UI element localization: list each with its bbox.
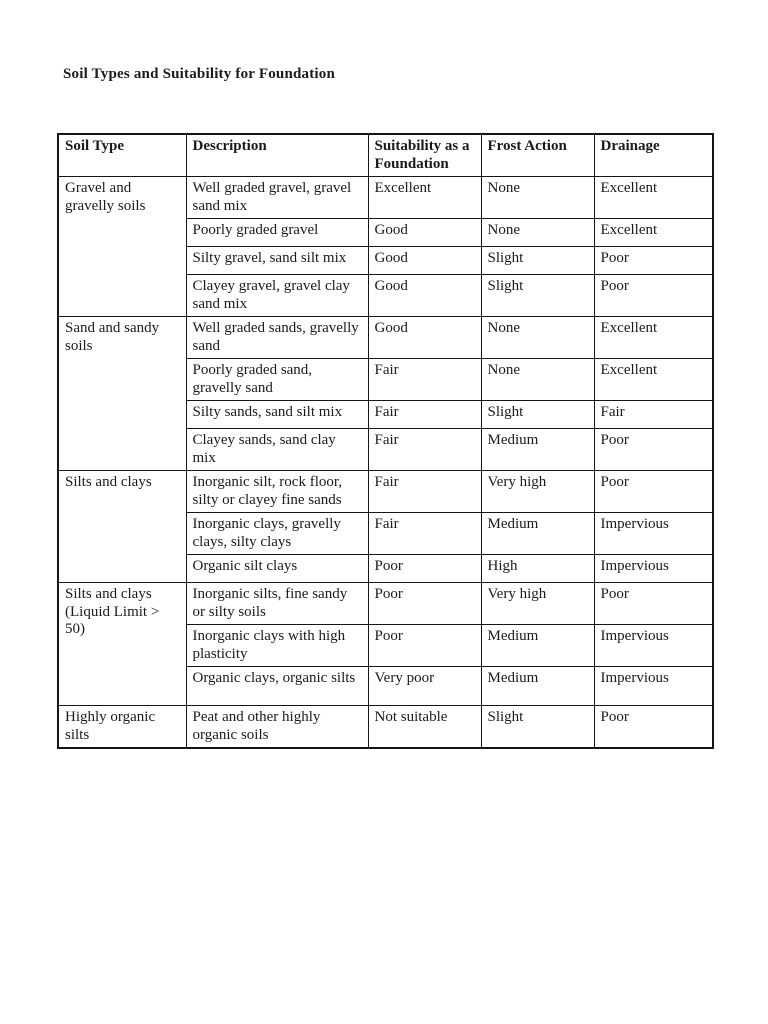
- suitability-cell: Good: [367, 218, 482, 247]
- table-row: Clayey gravel, gravel clay sand mix Good…: [58, 274, 714, 317]
- description-cell: Inorganic silts, fine sandy or silty soi…: [185, 582, 369, 625]
- suitability-cell: Good: [367, 246, 482, 275]
- frost-action-cell: Very high: [480, 582, 595, 625]
- description-cell: Well graded gravel, gravel sand mix: [185, 176, 369, 219]
- soil-type-cell: Silts and clays (Liquid Limit > 50): [57, 582, 187, 706]
- suitability-cell: Good: [367, 316, 482, 359]
- description-cell: Inorganic clays, gravelly clays, silty c…: [185, 512, 369, 555]
- header-description: Description: [185, 133, 369, 177]
- drainage-cell: Excellent: [593, 218, 714, 247]
- description-cell: Silty gravel, sand silt mix: [185, 246, 369, 275]
- suitability-cell: Very poor: [367, 666, 482, 706]
- drainage-cell: Poor: [593, 705, 714, 749]
- table-row: Silts and clays (Liquid Limit > 50) Inor…: [57, 582, 714, 706]
- header-drainage: Drainage: [593, 133, 714, 177]
- description-cell: Inorganic silt, rock floor, silty or cla…: [185, 470, 369, 513]
- frost-action-cell: Medium: [480, 428, 595, 471]
- table-row: Poorly graded gravel Good None Excellent: [58, 218, 714, 247]
- description-cell: Peat and other highly organic soils: [185, 705, 369, 749]
- drainage-cell: Excellent: [593, 316, 714, 359]
- drainage-cell: Excellent: [593, 358, 714, 401]
- frost-action-cell: None: [480, 218, 595, 247]
- frost-action-cell: Medium: [480, 624, 595, 667]
- soil-type-cell: Sand and sandy soils: [57, 316, 187, 471]
- suitability-cell: Fair: [367, 358, 482, 401]
- frost-action-cell: Slight: [480, 246, 595, 275]
- description-cell: Poorly graded sand, gravelly sand: [185, 358, 369, 401]
- soil-suitability-table: Soil Type Description Suitability as a F…: [57, 133, 714, 749]
- suitability-cell: Fair: [367, 512, 482, 555]
- suitability-cell: Fair: [367, 400, 482, 429]
- description-cell: Poorly graded gravel: [185, 218, 369, 247]
- suitability-cell: Fair: [367, 428, 482, 471]
- drainage-cell: Impervious: [593, 554, 714, 583]
- table-header-row: Soil Type Description Suitability as a F…: [57, 133, 714, 177]
- soil-type-cell: Highly organic silts: [57, 705, 187, 749]
- table-row: Gravel and gravelly soils Well graded gr…: [57, 176, 714, 317]
- document-title: Soil Types and Suitability for Foundatio…: [63, 66, 336, 82]
- table-row: Organic clays, organic silts Very poor M…: [58, 666, 714, 706]
- frost-action-cell: None: [480, 358, 595, 401]
- table-row: Silty gravel, sand silt mix Good Slight …: [58, 246, 714, 275]
- drainage-cell: Poor: [593, 428, 714, 471]
- drainage-cell: Impervious: [593, 666, 714, 706]
- drainage-cell: Poor: [593, 582, 714, 625]
- frost-action-cell: Slight: [480, 400, 595, 429]
- frost-action-cell: None: [480, 316, 595, 359]
- frost-action-cell: Very high: [480, 470, 595, 513]
- drainage-cell: Fair: [593, 400, 714, 429]
- table-row: Sand and sandy soils Well graded sands, …: [57, 316, 714, 471]
- soil-type-cell: Silts and clays: [57, 470, 187, 583]
- header-soil-type: Soil Type: [57, 133, 187, 177]
- suitability-cell: Excellent: [367, 176, 482, 219]
- frost-action-cell: Slight: [480, 705, 595, 749]
- suitability-cell: Poor: [367, 624, 482, 667]
- frost-action-cell: Medium: [480, 666, 595, 706]
- drainage-cell: Poor: [593, 274, 714, 317]
- soil-type-cell: Gravel and gravelly soils: [57, 176, 187, 317]
- suitability-cell: Good: [367, 274, 482, 317]
- table-row: Silts and clays Inorganic silt, rock flo…: [57, 470, 714, 583]
- suitability-cell: Poor: [367, 554, 482, 583]
- frost-action-cell: Slight: [480, 274, 595, 317]
- frost-action-cell: High: [480, 554, 595, 583]
- table-row: Highly organic silts Peat and other high…: [57, 705, 714, 749]
- drainage-cell: Poor: [593, 246, 714, 275]
- suitability-cell: Not suitable: [367, 705, 482, 749]
- frost-action-cell: Medium: [480, 512, 595, 555]
- drainage-cell: Excellent: [593, 176, 714, 219]
- drainage-cell: Poor: [593, 470, 714, 513]
- description-cell: Clayey gravel, gravel clay sand mix: [185, 274, 369, 317]
- header-frost-action: Frost Action: [480, 133, 595, 177]
- frost-action-cell: None: [480, 176, 595, 219]
- description-cell: Clayey sands, sand clay mix: [185, 428, 369, 471]
- header-suitability: Suitability as a Foundation: [367, 133, 482, 177]
- description-cell: Organic clays, organic silts: [185, 666, 369, 706]
- description-cell: Well graded sands, gravelly sand: [185, 316, 369, 359]
- description-cell: Silty sands, sand silt mix: [185, 400, 369, 429]
- drainage-cell: Impervious: [593, 512, 714, 555]
- suitability-cell: Poor: [367, 582, 482, 625]
- description-cell: Inorganic clays with high plasticity: [185, 624, 369, 667]
- drainage-cell: Impervious: [593, 624, 714, 667]
- table-row: Silty sands, sand silt mix Fair Slight F…: [58, 400, 714, 429]
- table-row: Inorganic clays, gravelly clays, silty c…: [58, 512, 714, 555]
- suitability-cell: Fair: [367, 470, 482, 513]
- description-cell: Organic silt clays: [185, 554, 369, 583]
